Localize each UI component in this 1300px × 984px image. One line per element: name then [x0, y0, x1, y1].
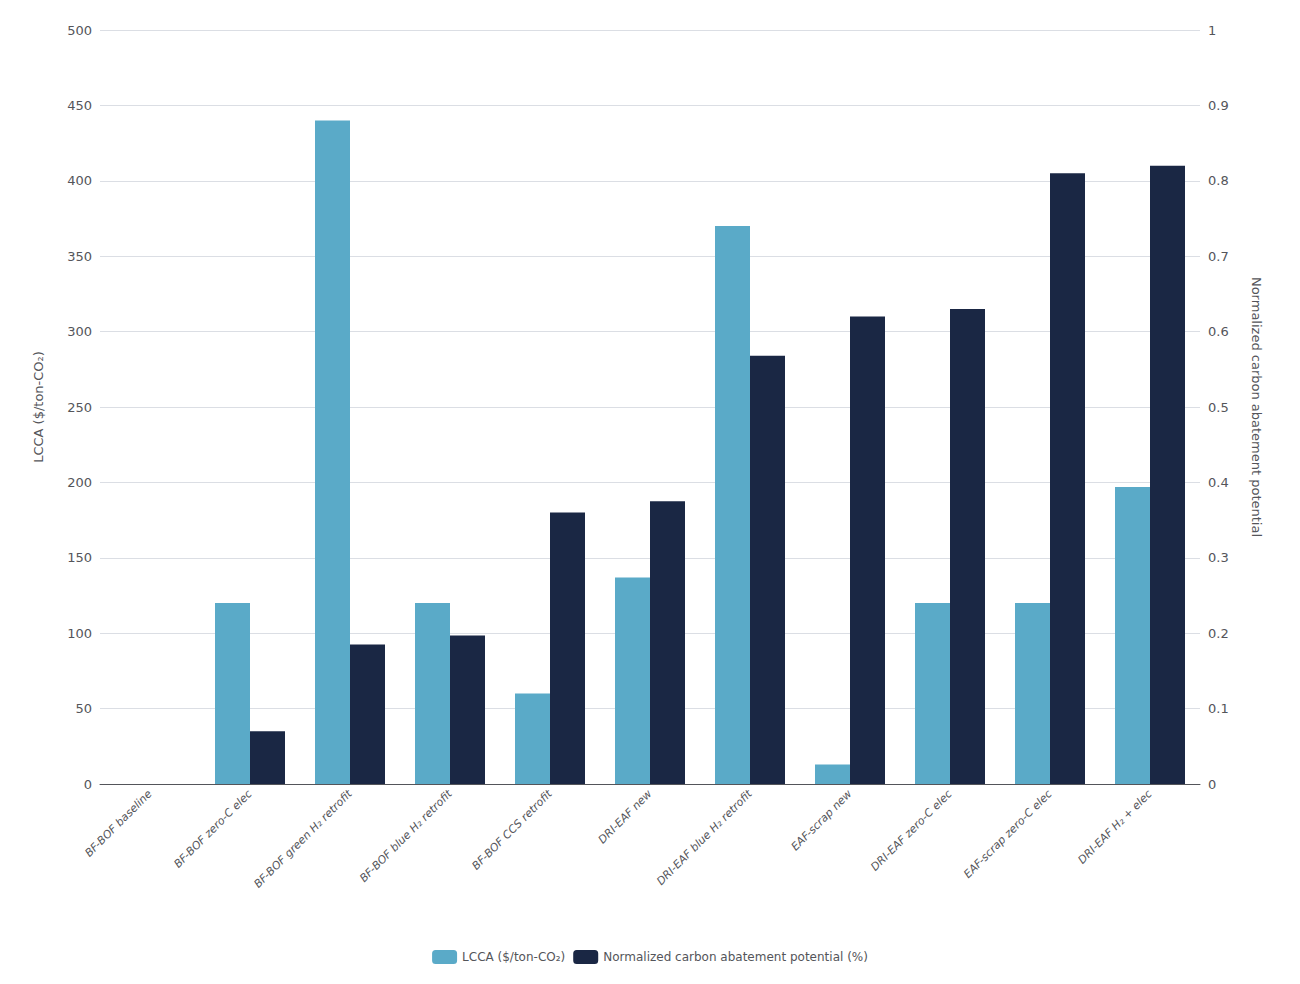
svg-text:0: 0	[84, 777, 92, 792]
svg-text:0.2: 0.2	[1208, 626, 1229, 641]
svg-text:BF-BOF baseline: BF-BOF baseline	[82, 787, 154, 859]
svg-text:1: 1	[1208, 23, 1216, 38]
svg-text:DRI-EAF new: DRI-EAF new	[596, 787, 655, 846]
svg-text:0.4: 0.4	[1208, 475, 1229, 490]
svg-text:0.6: 0.6	[1208, 324, 1229, 339]
svg-text:50: 50	[75, 701, 92, 716]
svg-text:450: 450	[67, 98, 92, 113]
svg-text:DRI-EAF H₂ + elec: DRI-EAF H₂ + elec	[1075, 787, 1154, 866]
svg-text:150: 150	[67, 550, 92, 565]
svg-text:0.7: 0.7	[1208, 249, 1229, 264]
svg-text:BF-BOF green H₂ retrofit: BF-BOF green H₂ retrofit	[251, 787, 355, 891]
svg-text:0.5: 0.5	[1208, 400, 1229, 415]
svg-text:BF-BOF zero-C elec: BF-BOF zero-C elec	[171, 787, 254, 870]
svg-text:100: 100	[67, 626, 92, 641]
svg-text:DRI-EAF zero-C elec: DRI-EAF zero-C elec	[868, 787, 954, 873]
svg-text:LCCA ($/ton-CO₂): LCCA ($/ton-CO₂)	[31, 351, 46, 463]
svg-text:Normalized carbon abatement po: Normalized carbon abatement potential (%…	[603, 950, 868, 964]
svg-text:0.1: 0.1	[1208, 701, 1229, 716]
svg-text:0.9: 0.9	[1208, 98, 1229, 113]
svg-text:0: 0	[1208, 777, 1216, 792]
svg-text:EAF-scrap zero-C elec: EAF-scrap zero-C elec	[961, 787, 1054, 880]
svg-text:BF-BOF CCS retrofit: BF-BOF CCS retrofit	[469, 787, 555, 873]
svg-text:EAF-scrap new: EAF-scrap new	[789, 787, 855, 853]
svg-text:400: 400	[67, 173, 92, 188]
svg-text:200: 200	[67, 475, 92, 490]
svg-text:250: 250	[67, 400, 92, 415]
svg-text:300: 300	[67, 324, 92, 339]
svg-text:0.3: 0.3	[1208, 550, 1229, 565]
svg-text:LCCA ($/ton-CO₂): LCCA ($/ton-CO₂)	[462, 950, 565, 964]
svg-text:350: 350	[67, 249, 92, 264]
svg-text:BF-BOF blue H₂ retrofit: BF-BOF blue H₂ retrofit	[357, 787, 455, 885]
svg-text:DRI-EAF blue H₂ retrofit: DRI-EAF blue H₂ retrofit	[654, 787, 755, 888]
svg-text:Normalized carbon abatement po: Normalized carbon abatement potential	[1249, 277, 1264, 537]
svg-text:500: 500	[67, 23, 92, 38]
svg-text:0.8: 0.8	[1208, 173, 1229, 188]
